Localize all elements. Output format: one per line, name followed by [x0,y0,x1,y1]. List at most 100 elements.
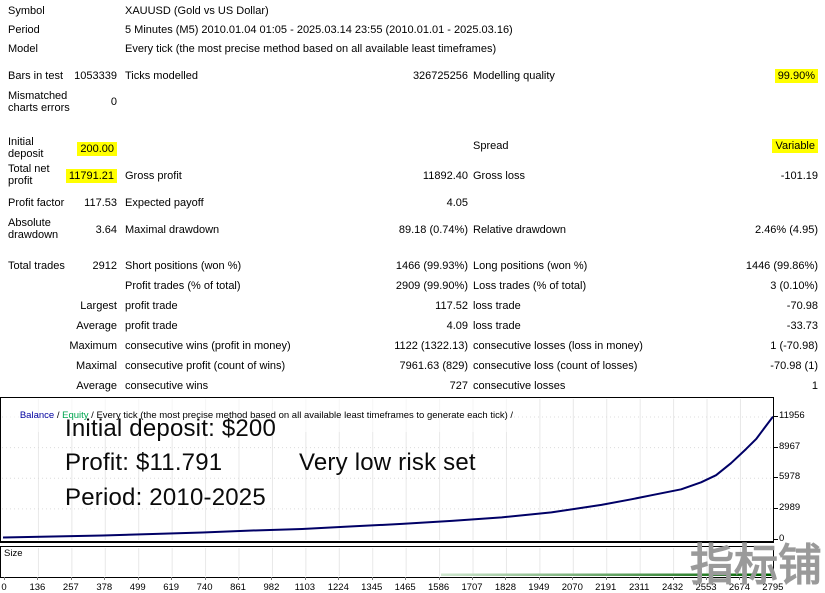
x-axis-tick [672,577,674,580]
x-axis-label: 2070 [561,582,583,593]
x-axis-tick [505,577,507,580]
row-label: Short positions (won %) [125,260,242,272]
row-value: 3 (0.10%) [770,280,818,292]
x-axis-label: 1345 [361,582,383,593]
x-axis-tick [4,577,5,580]
x-axis-label: 2674 [728,582,751,593]
x-axis-label: 1828 [494,582,517,593]
row-value: 4.09 [446,320,468,332]
row-label: Gross profit [125,170,182,182]
annotation-initial-deposit: Initial deposit: $200 [65,415,277,442]
row-value: 7961.63 (829) [399,360,469,372]
x-axis-tick [204,577,206,580]
row-value-highlighted: 200.00 [40,142,117,156]
row-value: 1 [811,380,818,392]
row-value: 2909 (99.90%) [395,280,468,292]
row-value-highlighted: 11791.21 [40,169,117,183]
row-label: consecutive wins [125,380,209,392]
y-axis-tick [774,446,778,448]
row-value: 117.52 [435,300,468,312]
row-label: Maximal drawdown [125,224,220,236]
legend-separator: / [88,410,97,421]
row-label: loss trade [473,300,521,312]
y-axis-tick [774,477,778,479]
x-axis-label: 1224 [327,582,349,593]
row-label: Maximum [69,340,117,352]
x-axis-label: 1707 [461,582,483,593]
size-panel-label: Size [4,548,23,559]
x-axis-label: 136 [29,582,46,593]
row-value: 1446 (99.86%) [745,260,818,272]
x-axis-tick [137,577,139,580]
x-axis-label: 1949 [528,582,550,593]
row-label: profit trade [125,320,178,332]
row-label: Gross loss [473,170,525,182]
row-label: Profit trades (% of total) [125,280,241,292]
row-value: 89.18 (0.74%) [398,224,468,236]
balance-legend-label: Balance [19,410,55,421]
x-axis-tick [472,577,474,580]
y-axis-tick [774,507,778,509]
legend-separator: / [54,410,63,421]
row-label: Average [76,320,117,332]
annotation-risk: Very low risk set [299,449,476,476]
x-axis-tick [538,577,540,580]
row-value: Every tick (the most precise method base… [125,43,497,55]
x-axis-tick [238,577,239,580]
row-value: 1466 (99.93%) [395,260,468,272]
row-value: 5 Minutes (M5) 2010.01.04 01:05 - 2025.0… [125,24,513,36]
x-axis-tick [739,577,741,580]
row-label: Ticks modelled [125,70,198,82]
x-axis-tick [772,577,774,580]
row-label: Spread [473,140,509,152]
equity-legend-label: Equity [62,410,89,421]
row-label: Total net profit [8,163,50,187]
x-axis-label: 2553 [695,582,717,593]
x-axis-label: 1586 [428,582,450,593]
row-value: 117.53 [84,197,117,209]
balance-chart: Balance / Equity / Every tick (the most … [0,397,774,543]
y-axis-label: 5978 [779,471,801,483]
row-label: Relative drawdown [473,224,566,236]
x-axis-label: 2311 [628,582,650,593]
y-axis-tick [774,538,778,540]
row-value: 4.05 [446,197,468,209]
x-axis-label: 619 [163,582,180,593]
x-axis-tick [304,577,306,580]
y-axis-label: 11956 [779,410,805,421]
legend-separator: / [507,410,514,421]
watermark: 指标铺 [690,540,822,591]
row-label: Largest [80,300,117,312]
x-axis: 0 136 257 378 499 619 740 861 982 1103 1224 1345 146… [0,577,825,593]
row-label: Symbol [8,5,45,17]
row-value: -70.98 [786,300,818,312]
x-axis-label: 2795 [762,582,784,593]
x-axis-tick [605,577,607,580]
row-label: Model [8,43,38,55]
x-axis-tick [639,577,641,580]
y-axis-tick [774,416,778,417]
size-plot [37,548,773,576]
size-panel: Size [0,546,774,578]
row-label: consecutive losses [473,380,566,392]
x-axis-label: 499 [129,582,146,593]
x-axis-tick [438,577,440,580]
x-axis-tick [271,577,273,580]
row-value: 2.46% (4.95) [755,224,818,236]
row-label: Long positions (won %) [473,260,588,272]
row-value: 727 [449,380,468,392]
row-label: Expected payoff [125,197,204,209]
row-value: 3.64 [95,224,117,236]
row-value: 2912 [92,260,117,272]
row-label: Period [8,24,40,36]
x-axis-tick [572,577,574,580]
row-label: profit trade [125,300,178,312]
row-label: consecutive losses (loss in money) [473,340,643,352]
y-axis-label: 2989 [779,501,801,513]
row-label: Total trades [8,260,65,272]
x-axis-label: 1465 [394,582,416,593]
x-axis-label: 1103 [294,582,316,593]
x-axis-label: 0 [1,582,7,593]
row-label: Bars in test [8,70,64,82]
